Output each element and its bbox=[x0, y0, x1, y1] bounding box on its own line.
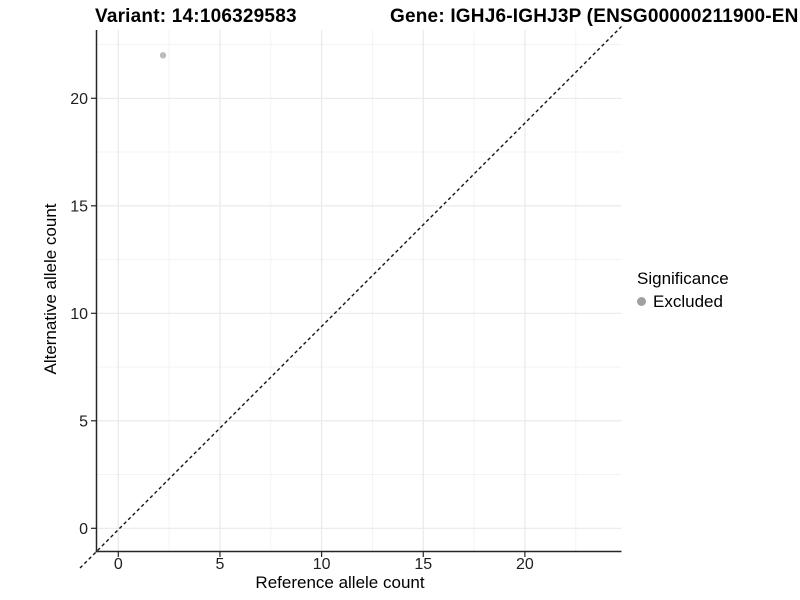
x-axis-title: Reference allele count bbox=[255, 573, 425, 592]
x-tick-label: 10 bbox=[313, 556, 331, 573]
y-tick-label: 10 bbox=[70, 306, 88, 323]
legend-item-excluded: Excluded bbox=[637, 292, 729, 311]
variant-title: Variant: 14:106329583 bbox=[95, 6, 297, 27]
x-tick-label: 15 bbox=[414, 556, 432, 573]
y-tick-label: 15 bbox=[70, 198, 88, 215]
legend-title: Significance bbox=[637, 269, 729, 288]
gene-title: Gene: IGHJ6-IGHJ3P (ENSG00000211900-EN bbox=[390, 6, 799, 27]
data-point bbox=[159, 52, 167, 59]
legend: Significance Excluded bbox=[637, 269, 729, 311]
x-tick-label: 20 bbox=[516, 556, 534, 573]
y-tick-label: 5 bbox=[79, 413, 88, 430]
y-tick-label: 0 bbox=[79, 521, 88, 538]
x-tick-label: 0 bbox=[114, 556, 123, 573]
legend-item-label: Excluded bbox=[653, 292, 723, 311]
x-tick-label: 5 bbox=[215, 556, 224, 573]
legend-key-point-icon bbox=[637, 297, 646, 306]
y-tick-label: 20 bbox=[70, 91, 88, 108]
identity-dashed-line bbox=[79, 26, 622, 569]
